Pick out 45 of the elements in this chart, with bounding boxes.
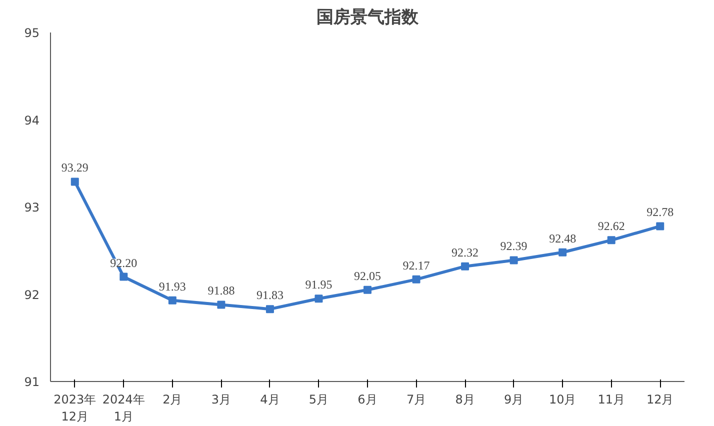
point — [510, 256, 518, 264]
x-tick-label: 2024年 1月 — [102, 392, 145, 424]
x-tick-label: 11月 — [598, 392, 625, 406]
x-tick-label: 2月 — [162, 392, 182, 406]
text: 91.93 — [158, 279, 186, 294]
text: 93.29 — [61, 160, 88, 175]
text: 92.20 — [110, 256, 138, 270]
y-tick-label: 95 — [24, 26, 40, 40]
x-tick-label: 10月 — [548, 392, 576, 406]
text: 92.17 — [402, 258, 430, 272]
text: 91.95 — [305, 278, 332, 292]
x-tick-label: 5月 — [308, 392, 329, 406]
x-tick-label: 8月 — [455, 392, 475, 406]
point — [558, 248, 567, 256]
point — [120, 272, 128, 281]
text: 92.05 — [354, 268, 381, 283]
x-tick-label: 9月 — [504, 392, 524, 406]
point — [364, 286, 372, 294]
y-tick-label: 93 — [24, 200, 40, 214]
x-tick-label: 4月 — [260, 392, 280, 406]
text: 92.78 — [646, 205, 674, 220]
y-tick-label: 92 — [24, 288, 40, 302]
text: 92.48 — [549, 231, 576, 246]
point — [217, 300, 226, 309]
x-tick-label: 7月 — [406, 392, 426, 406]
point — [656, 222, 664, 230]
point — [70, 178, 79, 186]
text: 91.83 — [256, 288, 284, 302]
point — [607, 236, 616, 244]
point — [168, 296, 176, 304]
text: 92.32 — [452, 245, 479, 260]
point — [314, 294, 323, 303]
point — [266, 305, 274, 314]
text: 91.88 — [208, 284, 235, 298]
x-tick-label: 3月 — [211, 392, 232, 406]
y-tick-label: 91 — [24, 375, 40, 389]
chart-title: 国房景气指数 — [316, 8, 420, 28]
point — [461, 262, 470, 270]
y-tick-label: 94 — [24, 113, 40, 128]
text: 92.62 — [598, 219, 625, 234]
x-tick-label: 6月 — [358, 392, 378, 406]
x-tick-label: 2023年 12月 — [54, 392, 96, 424]
x-tick-label: 12月 — [646, 392, 674, 406]
text: 92.39 — [500, 239, 528, 254]
point — [412, 275, 420, 284]
